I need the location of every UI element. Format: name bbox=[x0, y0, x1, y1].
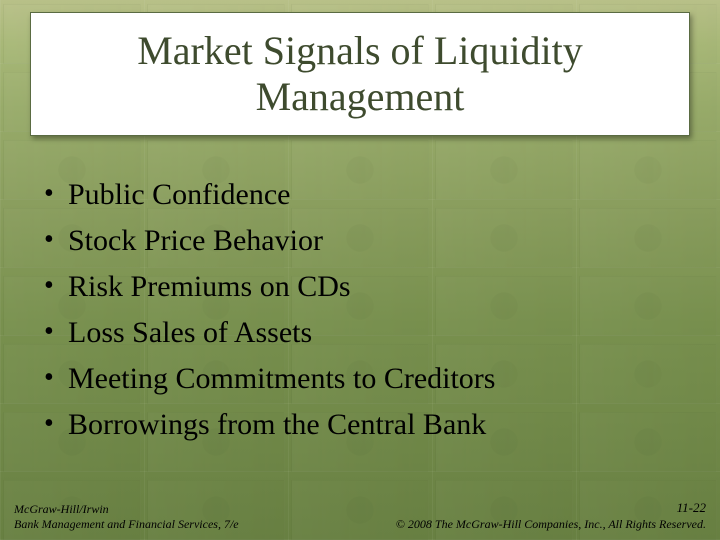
list-item: Stock Price Behavior bbox=[44, 220, 676, 262]
copyright: © 2008 The McGraw-Hill Companies, Inc., … bbox=[396, 517, 706, 531]
slide-title: Market Signals of Liquidity Management bbox=[51, 28, 669, 120]
footer-right: 11-22 © 2008 The McGraw-Hill Companies, … bbox=[396, 500, 706, 532]
list-item: Borrowings from the Central Bank bbox=[44, 404, 676, 446]
list-item: Risk Premiums on CDs bbox=[44, 266, 676, 308]
footer-left: McGraw-Hill/Irwin Bank Management and Fi… bbox=[14, 502, 239, 532]
footer: McGraw-Hill/Irwin Bank Management and Fi… bbox=[0, 500, 720, 532]
book-title: Bank Management and Financial Services, … bbox=[14, 517, 239, 531]
slide-number: 11-22 bbox=[396, 500, 706, 516]
title-box: Market Signals of Liquidity Management bbox=[30, 12, 690, 136]
bullet-list: Public Confidence Stock Price Behavior R… bbox=[44, 174, 676, 450]
list-item: Loss Sales of Assets bbox=[44, 312, 676, 354]
list-item: Meeting Commitments to Creditors bbox=[44, 358, 676, 400]
publisher: McGraw-Hill/Irwin bbox=[14, 502, 109, 516]
list-item: Public Confidence bbox=[44, 174, 676, 216]
